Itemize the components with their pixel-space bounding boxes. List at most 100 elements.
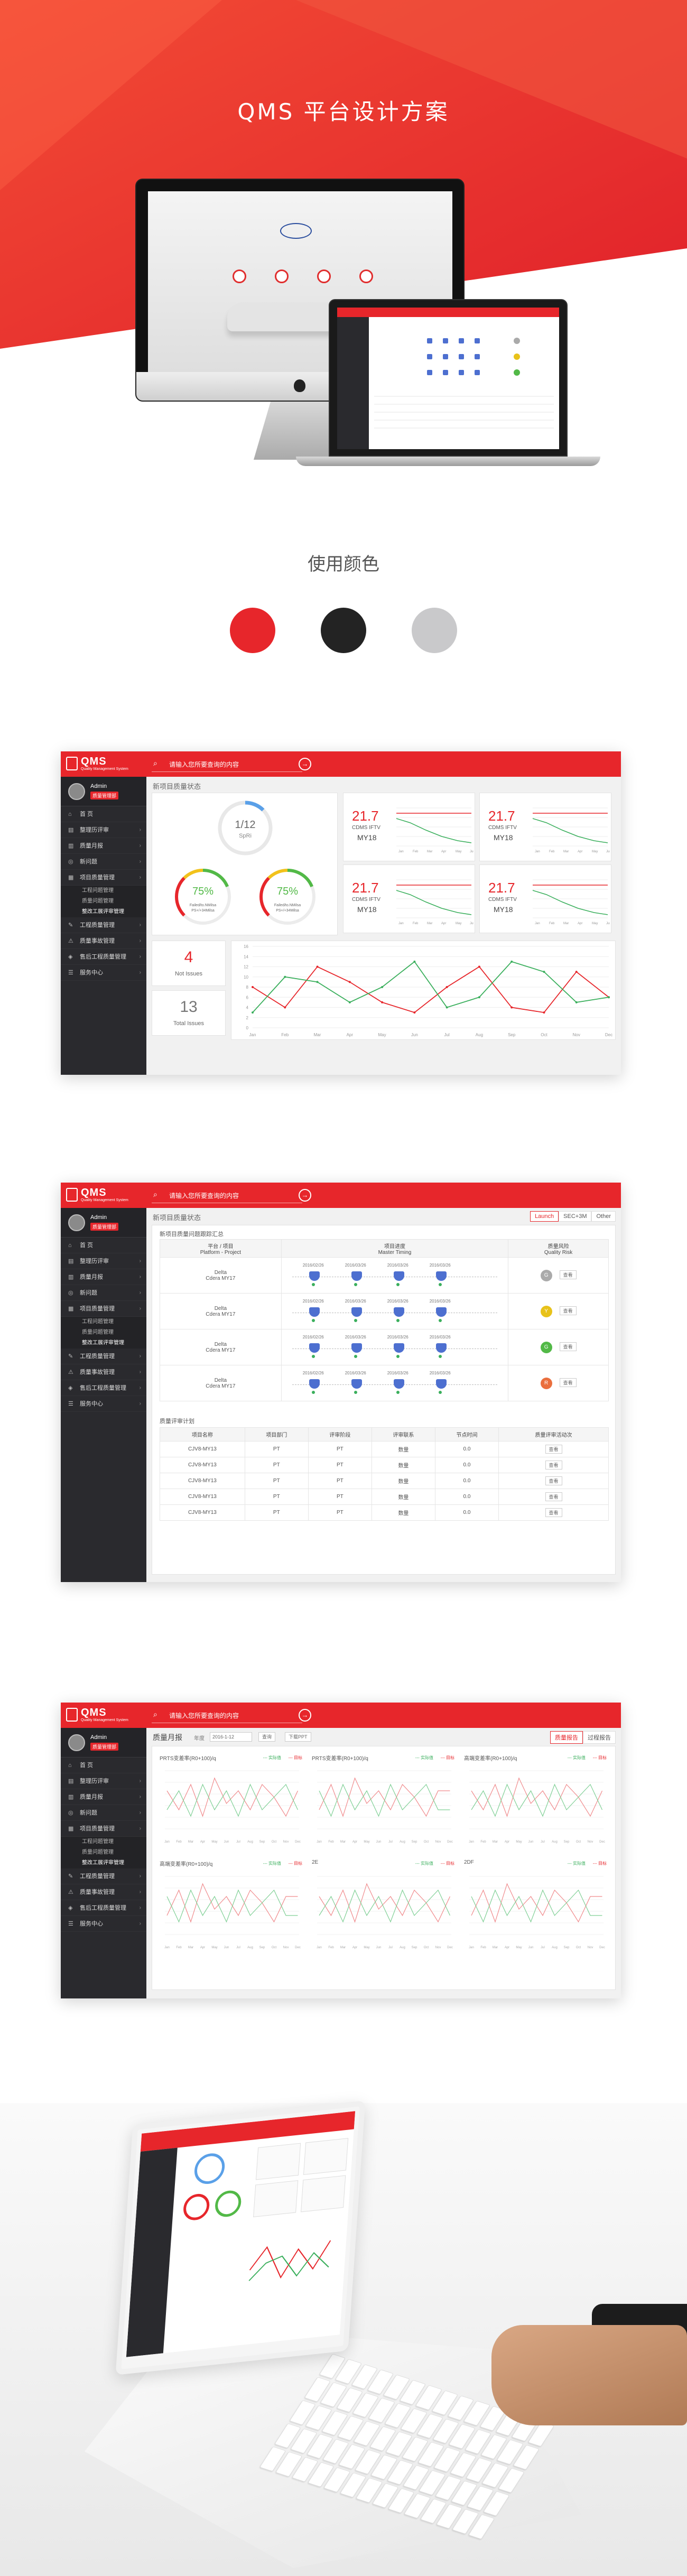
milestone-shield-icon[interactable] — [351, 1307, 362, 1317]
sidebar-item[interactable]: ☰ 服务中心 › — [61, 1916, 146, 1932]
sidebar-subitem[interactable]: 质量问题管理 — [61, 896, 146, 907]
table-row[interactable]: Delta Cdera MY17 2016/02/26 2016/03/26 2016/… — [160, 1257, 609, 1294]
app-logo[interactable]: QMS Quality Management System — [66, 1707, 140, 1724]
search-input[interactable]: 请输入您所要查询的内容 — [169, 761, 239, 768]
sidebar-item[interactable]: ⌂ 首 页 — [61, 1238, 146, 1253]
milestone-shield-icon[interactable] — [435, 1379, 447, 1389]
download-button[interactable]: 下载PPT — [285, 1732, 311, 1742]
milestone-shield-icon[interactable] — [351, 1271, 362, 1281]
sidebar-item[interactable]: ⌂ 首 页 — [61, 1757, 146, 1773]
milestone-shield-icon[interactable] — [309, 1271, 320, 1281]
view-button[interactable]: 查看 — [559, 1342, 577, 1351]
sidebar-item[interactable]: ▦ 项目质量管理 › — [61, 1301, 146, 1317]
milestone-shield-icon[interactable] — [435, 1307, 447, 1317]
sidebar-item[interactable]: ▥ 质量月报 › — [61, 838, 146, 854]
tab-process-report[interactable]: 过程报告 — [583, 1731, 616, 1744]
report-chart[interactable]: 高端变差率(R0+100)/q --- 实际值 --- 目标 Jan Feb Mar Apr… — [464, 1754, 607, 1849]
sidebar-subitem[interactable]: 质量问题管理 — [61, 1847, 146, 1858]
table-row[interactable]: Delta Cdera MY17 2016/02/26 2016/03/26 2016/… — [160, 1329, 609, 1365]
milestone-shield-icon[interactable] — [393, 1271, 404, 1281]
table-row[interactable]: CJV8-MY13 PT PT 数量 0.0 查看 — [160, 1489, 609, 1505]
sidebar-item[interactable]: ◈ 售后工程质量管理 › — [61, 1900, 146, 1916]
tab-launch[interactable]: Launch — [530, 1211, 559, 1222]
view-button[interactable]: 查看 — [559, 1306, 577, 1315]
milestone-shield-icon[interactable] — [393, 1379, 404, 1389]
report-chart[interactable]: 高端变差率(R0+100)/q --- 实际值 --- 目标 Jan Feb Mar Apr… — [160, 1859, 302, 1955]
sidebar-item[interactable]: ⚠ 质量事故管理 › — [61, 933, 146, 949]
sidebar-item[interactable]: ✎ 工程质量管理 › — [61, 917, 146, 933]
sidebar-item[interactable]: ▤ 整理历评审 › — [61, 1253, 146, 1269]
search-input[interactable]: 请输入您所要查询的内容 — [169, 1712, 239, 1719]
milestone-shield-icon[interactable] — [435, 1343, 447, 1353]
sidebar-item[interactable]: ◈ 售后工程质量管理 › — [61, 1380, 146, 1396]
sidebar-subitem[interactable]: 整改工展评审管理 — [61, 1858, 146, 1868]
search-go-button[interactable]: → — [299, 1189, 311, 1202]
avatar[interactable] — [68, 783, 85, 800]
sidebar-item[interactable]: ▥ 质量月报 › — [61, 1789, 146, 1805]
sidebar-item[interactable]: ▥ 质量月报 › — [61, 1269, 146, 1285]
kpi-card[interactable]: 13 Total Issues — [152, 990, 226, 1036]
sidebar-item[interactable]: ◈ 售后工程质量管理 › — [61, 949, 146, 965]
sidebar-item[interactable]: ◎ 新问题 › — [61, 854, 146, 870]
milestone-shield-icon[interactable] — [393, 1307, 404, 1317]
view-button[interactable]: 查看 — [559, 1378, 577, 1387]
table-row[interactable]: CJV8-MY13 PT PT 数量 0.0 查看 — [160, 1473, 609, 1489]
tab-other[interactable]: Other — [591, 1211, 616, 1222]
view-button[interactable]: 查看 — [545, 1445, 562, 1454]
view-button[interactable]: 查看 — [545, 1476, 562, 1485]
tab-sec-3m[interactable]: SEC+3M — [559, 1211, 592, 1222]
avatar[interactable] — [68, 1214, 85, 1231]
view-button[interactable]: 查看 — [545, 1508, 562, 1517]
sidebar-item[interactable]: ▦ 项目质量管理 › — [61, 1821, 146, 1837]
sidebar-item[interactable]: ✎ 工程质量管理 › — [61, 1349, 146, 1364]
sidebar-subitem[interactable]: 质量问题管理 — [61, 1327, 146, 1338]
table-row[interactable]: CJV8-MY13 PT PT 数量 0.0 查看 — [160, 1504, 609, 1521]
sidebar-item[interactable]: ▤ 整理历评审 › — [61, 822, 146, 838]
sidebar-item[interactable]: ✎ 工程质量管理 › — [61, 1868, 146, 1884]
sidebar-item[interactable]: ⚠ 质量事故管理 › — [61, 1884, 146, 1900]
kpi-card[interactable]: 4 Not Issues — [152, 941, 226, 986]
view-button[interactable]: 查看 — [559, 1270, 577, 1279]
sidebar-item[interactable]: ◎ 新问题 › — [61, 1805, 146, 1821]
year-select[interactable]: 2016-1-12 — [210, 1732, 252, 1742]
sidebar-item[interactable]: ⌂ 首 页 — [61, 806, 146, 822]
query-button[interactable]: 查询 — [258, 1732, 276, 1742]
table-row[interactable]: Delta Cdera MY17 2016/02/26 2016/03/26 2016/… — [160, 1293, 609, 1329]
search-icon[interactable]: ⌕ — [153, 1710, 157, 1718]
table-row[interactable]: Delta Cdera MY17 2016/02/26 2016/03/26 2016/… — [160, 1365, 609, 1401]
app-logo[interactable]: QMS Quality Management System — [66, 1187, 140, 1204]
report-chart[interactable]: PRTS变差率(R0+100)/q --- 实际值 --- 目标 Jan Feb Mar A… — [312, 1754, 454, 1849]
sidebar-item[interactable]: ▦ 项目质量管理 › — [61, 870, 146, 886]
report-chart[interactable]: 2E --- 实际值 --- 目标 Jan Feb Mar Apr May Jun Jul Aug S… — [312, 1859, 454, 1955]
view-button[interactable]: 查看 — [545, 1461, 562, 1470]
search-go-button[interactable]: → — [299, 758, 311, 770]
avatar[interactable] — [68, 1734, 85, 1751]
milestone-shield-icon[interactable] — [351, 1379, 362, 1389]
milestone-shield-icon[interactable] — [309, 1307, 320, 1317]
milestone-shield-icon[interactable] — [309, 1343, 320, 1353]
search-go-button[interactable]: → — [299, 1709, 311, 1722]
sidebar-item[interactable]: ◎ 新问题 › — [61, 1285, 146, 1301]
milestone-shield-icon[interactable] — [393, 1343, 404, 1353]
table-row[interactable]: CJV8-MY13 PT PT 数量 0.0 查看 — [160, 1441, 609, 1457]
report-chart[interactable]: PRTS变差率(R0+100)/q --- 实际值 --- 目标 Jan Feb Mar A… — [160, 1754, 302, 1849]
sidebar-subitem[interactable]: 工程问题管理 — [61, 886, 146, 896]
sidebar-subitem[interactable]: 整改工展评审管理 — [61, 907, 146, 917]
report-chart[interactable]: 2DF --- 实际值 --- 目标 Jan Feb Mar Apr May Jun Jul Aug… — [464, 1859, 607, 1955]
sidebar-item[interactable]: ☰ 服务中心 › — [61, 965, 146, 981]
tab-quality-report[interactable]: 质量报告 — [550, 1731, 583, 1744]
search-icon[interactable]: ⌕ — [153, 1190, 157, 1198]
sidebar-subitem[interactable]: 工程问题管理 — [61, 1837, 146, 1847]
sidebar-subitem[interactable]: 整改工展评审管理 — [61, 1338, 146, 1349]
sidebar-item[interactable]: ▤ 整理历评审 › — [61, 1773, 146, 1789]
table-row[interactable]: CJV8-MY13 PT PT 数量 0.0 查看 — [160, 1457, 609, 1473]
search-input[interactable]: 请输入您所要查询的内容 — [169, 1192, 239, 1199]
sidebar-item[interactable]: ⚠ 质量事故管理 › — [61, 1364, 146, 1380]
milestone-shield-icon[interactable] — [309, 1379, 320, 1389]
sidebar-subitem[interactable]: 工程问题管理 — [61, 1317, 146, 1327]
app-logo[interactable]: QMS Quality Management System — [66, 756, 140, 773]
